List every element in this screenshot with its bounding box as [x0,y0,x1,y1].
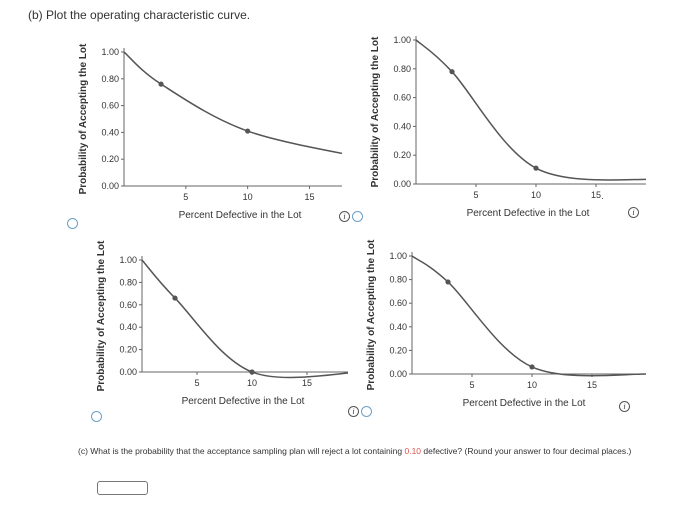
option-3-info-icon[interactable]: i [348,406,359,417]
oc-chart-svg: 0.000.200.400.600.801.005101520Percent D… [96,240,384,407]
x-tick-label: 5 [183,192,188,202]
option-1-radio[interactable] [67,218,78,229]
y-tick-label: 0.40 [101,127,119,137]
y-tick-label: 0.80 [393,64,411,74]
y-tick-label: 0.00 [393,179,411,189]
y-tick-label: 0.60 [389,298,407,308]
y-tick-label: 0.60 [393,93,411,103]
x-tick-label: 15 [302,378,312,388]
oc-point [249,369,255,375]
y-tick-label: 0.80 [389,275,407,285]
y-tick-label: 0.00 [389,369,407,379]
oc-point [529,364,535,370]
oc-curve [411,255,653,377]
y-tick-label: 0.40 [119,322,137,332]
oc-point [245,128,251,134]
oc-curve [415,39,657,181]
option-2-radio[interactable] [352,211,363,222]
oc-chart-svg: 0.000.200.400.600.801.005101520Percent D… [370,35,680,219]
y-tick-label: 0.60 [101,101,119,111]
option-4-radio[interactable] [361,406,372,417]
y-tick-label: 0.20 [119,345,137,355]
x-tick-label: 5 [469,380,474,390]
y-tick-label: 0.80 [101,74,119,84]
y-tick-label: 0.20 [389,345,407,355]
y-tick-label: 0.40 [389,322,407,332]
answer-input[interactable] [97,481,148,495]
y-axis-label: Probability of Accepting the Lot [366,239,377,390]
y-axis-label: Probability of Accepting the Lot [78,43,89,194]
x-tick-label: 10 [531,190,541,200]
x-tick-label: 15 [587,380,597,390]
x-axis-label: Percent Defective in the Lot [463,398,586,409]
oc-chart-option-1: 0.000.200.400.600.801.005101520Percent D… [62,32,396,237]
x-tick-label: 5 [194,378,199,388]
stray-mark: · [601,193,604,203]
oc-point [533,165,539,171]
y-axis-label: Probability of Accepting the Lot [370,36,381,187]
oc-chart-option-3: 0.000.200.400.600.801.005101520Percent D… [88,240,384,435]
part-c-question-suffix: defective? (Round your answer to four de… [421,446,632,456]
x-tick-label: 10 [527,380,537,390]
option-4-info-icon[interactable]: i [619,401,630,412]
y-tick-label: 1.00 [393,35,411,45]
option-1-info-icon[interactable]: i [339,211,350,222]
oc-point [445,279,451,285]
part-c-question: (c) What is the probability that the acc… [78,446,668,457]
oc-point [172,295,178,301]
option-3-radio[interactable] [91,411,102,422]
y-tick-label: 0.40 [393,121,411,131]
y-tick-label: 1.00 [101,47,119,57]
oc-chart-svg: 0.000.200.400.600.801.005101520Percent D… [78,43,396,221]
oc-point [449,69,455,75]
y-tick-label: 0.60 [119,300,137,310]
oc-chart-svg: 0.000.200.400.600.801.005101520Percent D… [366,239,676,409]
oc-curve [141,259,363,379]
x-tick-label: 15 [591,190,601,200]
x-axis-label: Percent Defective in the Lot [467,208,590,219]
y-tick-label: 0.80 [119,277,137,287]
y-tick-label: 1.00 [389,251,407,261]
x-tick-label: 5 [473,190,478,200]
y-tick-label: 0.00 [101,181,119,191]
x-tick-label: 15 [304,192,314,202]
part-c-question-highlight: 0.10 [404,446,422,456]
x-tick-label: 10 [247,378,257,388]
x-axis-label: Percent Defective in the Lot [182,396,305,407]
x-tick-label: 10 [243,192,253,202]
oc-chart-option-4: 0.000.200.400.600.801.005101520Percent D… [356,236,676,431]
y-axis-label: Probability of Accepting the Lot [96,240,107,391]
oc-chart-option-2: 0.000.200.400.600.801.005101520Percent D… [356,20,680,225]
y-tick-label: 0.20 [393,150,411,160]
x-axis-label: Percent Defective in the Lot [179,210,302,221]
y-tick-label: 0.20 [101,154,119,164]
y-tick-label: 0.00 [119,367,137,377]
part-c-question-prefix: (c) What is the probability that the acc… [78,446,405,456]
oc-point [158,81,164,87]
option-2-info-icon[interactable]: i [628,207,639,218]
y-tick-label: 1.00 [119,255,137,265]
oc-curve [123,51,372,160]
part-b-heading: (b) Plot the operating characteristic cu… [28,8,251,22]
